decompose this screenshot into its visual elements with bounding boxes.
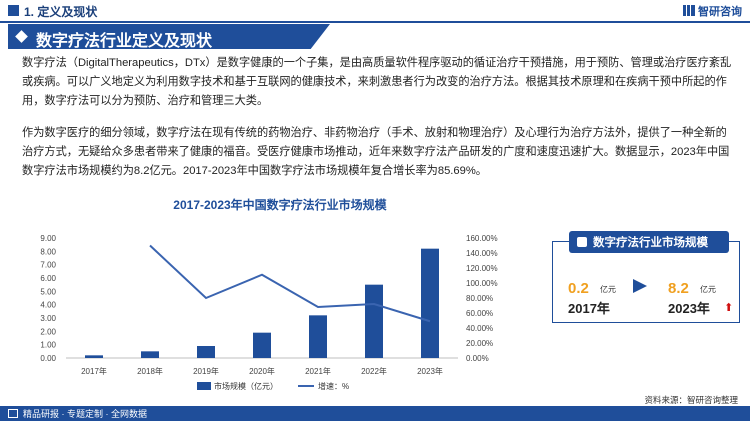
footer-icon: [8, 409, 18, 418]
x-tick-label: 2018年: [137, 366, 163, 376]
top-bar: 1. 定义及现状 智研咨询: [0, 0, 750, 22]
kpi-start-unit: 亿元: [600, 285, 616, 294]
line-growth-rate: [149, 244, 431, 323]
top-divider: [0, 21, 750, 23]
market-paragraph: 作为数字医疗的细分领域，数字疗法在现有传统的药物治疗、非药物治疗（手术、放射和物…: [22, 127, 730, 177]
bar-market-size: [309, 315, 327, 358]
brand-name: 智研咨询: [698, 6, 742, 18]
x-tick-label: 2023年: [417, 366, 443, 376]
x-tick-label: 2020年: [249, 366, 275, 376]
y-left-tick-label: 4.00: [40, 301, 56, 310]
kpi-header-icon: [577, 237, 587, 247]
kpi-header: 数字疗法行业市场规模: [569, 231, 729, 253]
kpi-start-year: 2017年: [568, 301, 610, 316]
y-right-tick-label: 60.00%: [466, 309, 493, 318]
bar-market-size: [197, 346, 215, 358]
bar-market-size: [141, 351, 159, 358]
bar-market-size: [365, 284, 383, 358]
y-right-tick-label: 120.00%: [466, 264, 498, 273]
footer-text: 精品研报 · 专题定制 · 全网数据: [23, 409, 147, 419]
bar-market-size: [85, 355, 103, 358]
y-left-tick-label: 1.00: [40, 341, 56, 350]
y-right-tick-label: 140.00%: [466, 249, 498, 258]
y-left-tick-label: 2.00: [40, 327, 56, 336]
y-left-tick-label: 7.00: [40, 261, 56, 270]
kpi-end-unit: 亿元: [700, 285, 716, 294]
legend-label-market-size: 市场规模（亿元）: [214, 381, 278, 391]
kpi-start-value: 0.2: [568, 280, 589, 297]
y-right-tick-label: 0.00%: [466, 354, 489, 363]
x-tick-label: 2019年: [193, 366, 219, 376]
y-left-tick-label: 9.00: [40, 234, 56, 243]
y-left-tick-label: 3.00: [40, 314, 56, 323]
bar-market-size: [253, 332, 271, 358]
x-tick-label: 2021年: [305, 366, 331, 376]
section-square-icon: [8, 5, 19, 16]
x-tick-label: 2022年: [361, 366, 387, 376]
kpi-arrow-icon: [633, 279, 647, 293]
brand-logo-icon: [683, 5, 695, 16]
bar-market-size: [421, 248, 439, 358]
trend-up-icon: ⬆: [724, 302, 734, 314]
y-right-tick-label: 40.00%: [466, 324, 493, 333]
source-note: 资料来源：智研咨询整理: [644, 395, 738, 405]
title-banner: 数字疗法行业定义及现状: [8, 24, 330, 49]
page-title: 数字疗法行业定义及现状: [36, 33, 213, 50]
y-left-tick-label: 8.00: [40, 247, 56, 256]
footer-bar: 精品研报 · 专题定制 · 全网数据: [0, 406, 750, 421]
y-right-tick-label: 20.00%: [466, 339, 493, 348]
y-left-tick-label: 6.00: [40, 274, 56, 283]
market-size-chart: 0.00 1.00 2.00 3.00 4.00 5.00 6.00 7.00 8.00 9.00…: [40, 234, 498, 391]
chart-title: 2017-2023年中国数字疗法行业市场规模: [173, 198, 387, 212]
kpi-title: 数字疗法行业市场规模: [593, 237, 708, 249]
y-right-tick-label: 160.00%: [466, 234, 498, 243]
legend-swatch-market-size: [197, 382, 211, 390]
kpi-card: 数字疗法行业市场规模 0.2 亿元 2017年 8.2 亿元 2023年 ⬆: [552, 231, 740, 323]
kpi-end-value: 8.2: [668, 280, 689, 297]
intro-paragraph: 数字疗法（DigitalTherapeutics，DTx）是数字健康的一个子集，…: [22, 57, 732, 107]
brand-logo: 智研咨询: [683, 3, 742, 19]
y-left-tick-label: 0.00: [40, 354, 56, 363]
legend-label-growth-rate: 增速：%: [318, 381, 349, 391]
diamond-icon: [15, 30, 28, 43]
x-tick-label: 2017年: [81, 366, 107, 376]
y-right-tick-label: 100.00%: [466, 279, 498, 288]
kpi-end-year: 2023年: [668, 301, 710, 316]
y-left-tick-label: 5.00: [40, 287, 56, 296]
section-title: 1. 定义及现状: [24, 5, 98, 19]
y-right-tick-label: 80.00%: [466, 294, 493, 303]
